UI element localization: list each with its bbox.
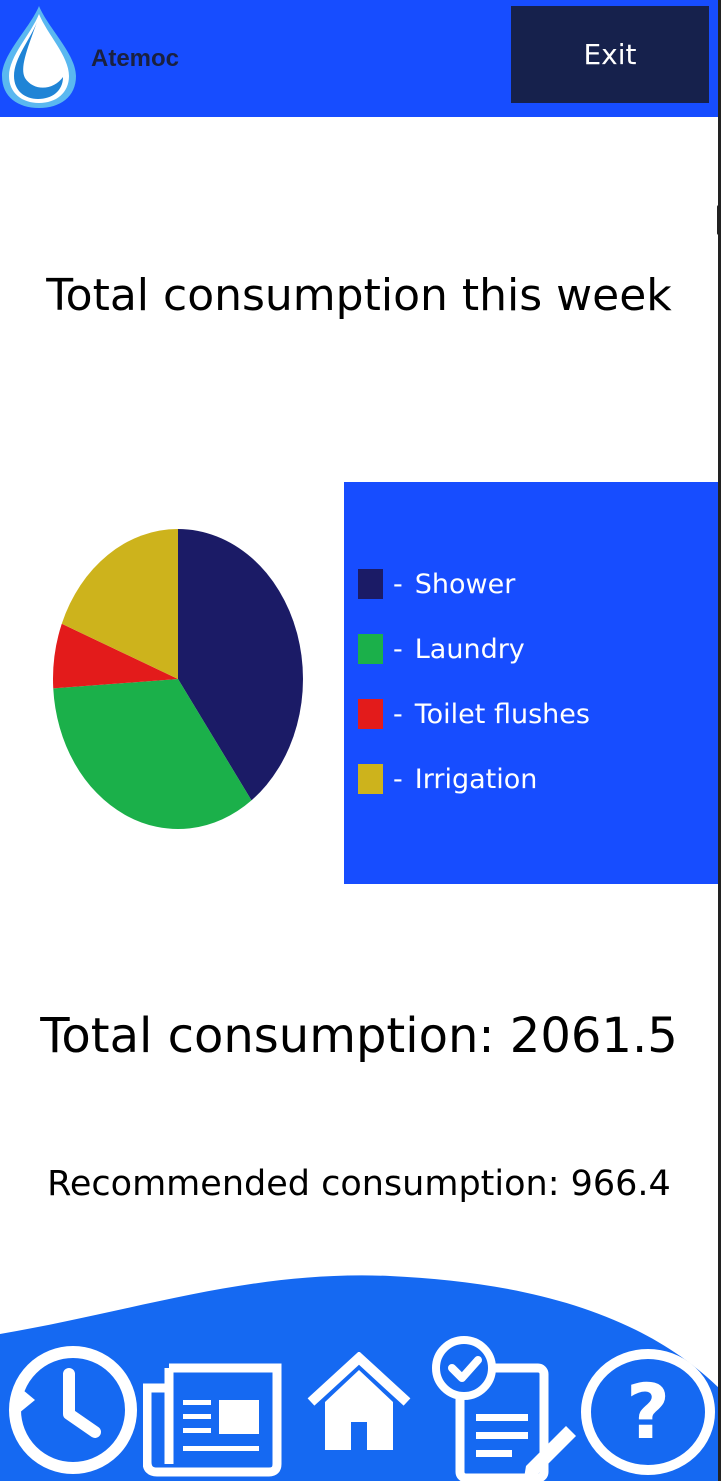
home-icon[interactable] (305, 1352, 413, 1454)
legend-item-laundry: - Laundry (358, 633, 525, 665)
pie-slice-toilet-flushes (53, 623, 179, 689)
top-bar: Atemoc Exit (0, 0, 718, 117)
legend-swatch (358, 634, 383, 664)
legend-separator: - (393, 568, 403, 600)
legend-item-irrigation: - Irrigation (358, 763, 537, 795)
water-drop-logo-icon (2, 6, 76, 108)
window-edge-nub (717, 205, 721, 235)
legend-label: Laundry (414, 633, 525, 665)
svg-text:?: ? (626, 1367, 670, 1456)
legend-label: Irrigation (414, 763, 538, 795)
recommended-consumption: Recommended consumption: 966.4 (47, 1164, 671, 1204)
news-icon[interactable] (143, 1360, 283, 1478)
app-name: Atemoc (91, 45, 180, 72)
help-question-icon[interactable]: ? (580, 1348, 720, 1478)
legend-item-shower: - Shower (358, 568, 515, 600)
legend-swatch (358, 699, 383, 729)
consumption-pie-chart (53, 529, 304, 829)
legend-item-toilet-flushes: - Toilet flushes (358, 698, 590, 730)
pie-slice-shower (178, 529, 304, 801)
pie-slice-irrigation (61, 529, 178, 679)
legend-separator: - (393, 698, 403, 730)
legend-swatch (358, 764, 383, 794)
total-consumption: Total consumption: 2061.5 (40, 1008, 678, 1064)
history-clock-icon[interactable] (3, 1340, 138, 1481)
tasks-checklist-icon[interactable] (430, 1334, 580, 1481)
legend-label: Shower (414, 568, 516, 600)
legend-separator: - (393, 763, 403, 795)
window-edge (718, 0, 721, 1481)
exit-button[interactable]: Exit (511, 6, 709, 103)
legend-swatch (358, 569, 383, 599)
legend-label: Toilet flushes (414, 698, 590, 730)
legend-separator: - (393, 633, 403, 665)
pie-slice-laundry (53, 679, 252, 829)
chart-legend: - Shower - Laundry - Toilet flushes - Irrigatio… (344, 482, 718, 884)
chart-title: Total consumption this week (46, 270, 672, 321)
